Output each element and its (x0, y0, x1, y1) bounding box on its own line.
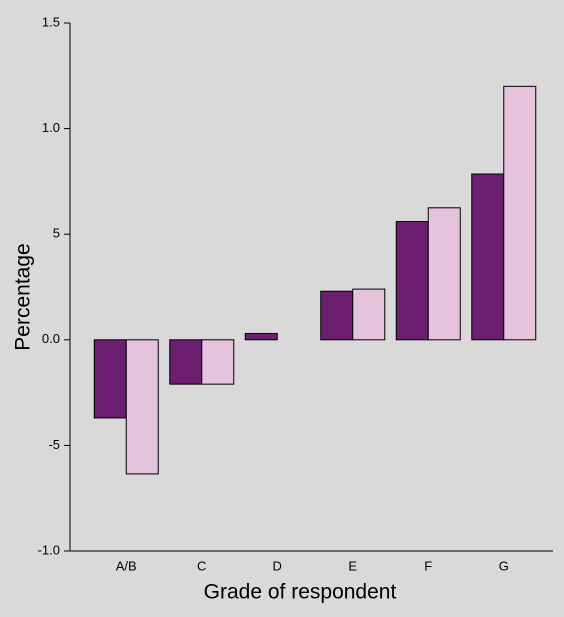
y-tick-label: 1.5 (42, 14, 60, 29)
x-tick-label: E (348, 558, 357, 573)
y-tick-label: 5 (53, 226, 60, 241)
bar (395, 221, 429, 341)
bar (125, 339, 159, 475)
x-tick-label: G (499, 558, 509, 573)
x-tick-label: F (424, 558, 432, 573)
y-tick-label: 0.0 (42, 331, 60, 346)
bar (169, 339, 203, 385)
x-axis-title: Grade of respondent (204, 581, 397, 604)
x-tick-label: A/B (116, 558, 137, 573)
y-tick-label: -5 (48, 437, 60, 452)
bar (352, 288, 386, 341)
bar (201, 339, 235, 385)
bar (503, 85, 537, 341)
bar (320, 290, 354, 341)
bar (427, 207, 461, 341)
bar (93, 339, 127, 419)
bar (244, 332, 278, 341)
y-tick-label: 1.0 (42, 120, 60, 135)
y-tick-label: -1.0 (38, 542, 60, 557)
bar (471, 173, 505, 341)
x-tick-label: D (273, 558, 282, 573)
y-axis-title: Percentage (12, 243, 35, 350)
x-tick-label: C (197, 558, 206, 573)
